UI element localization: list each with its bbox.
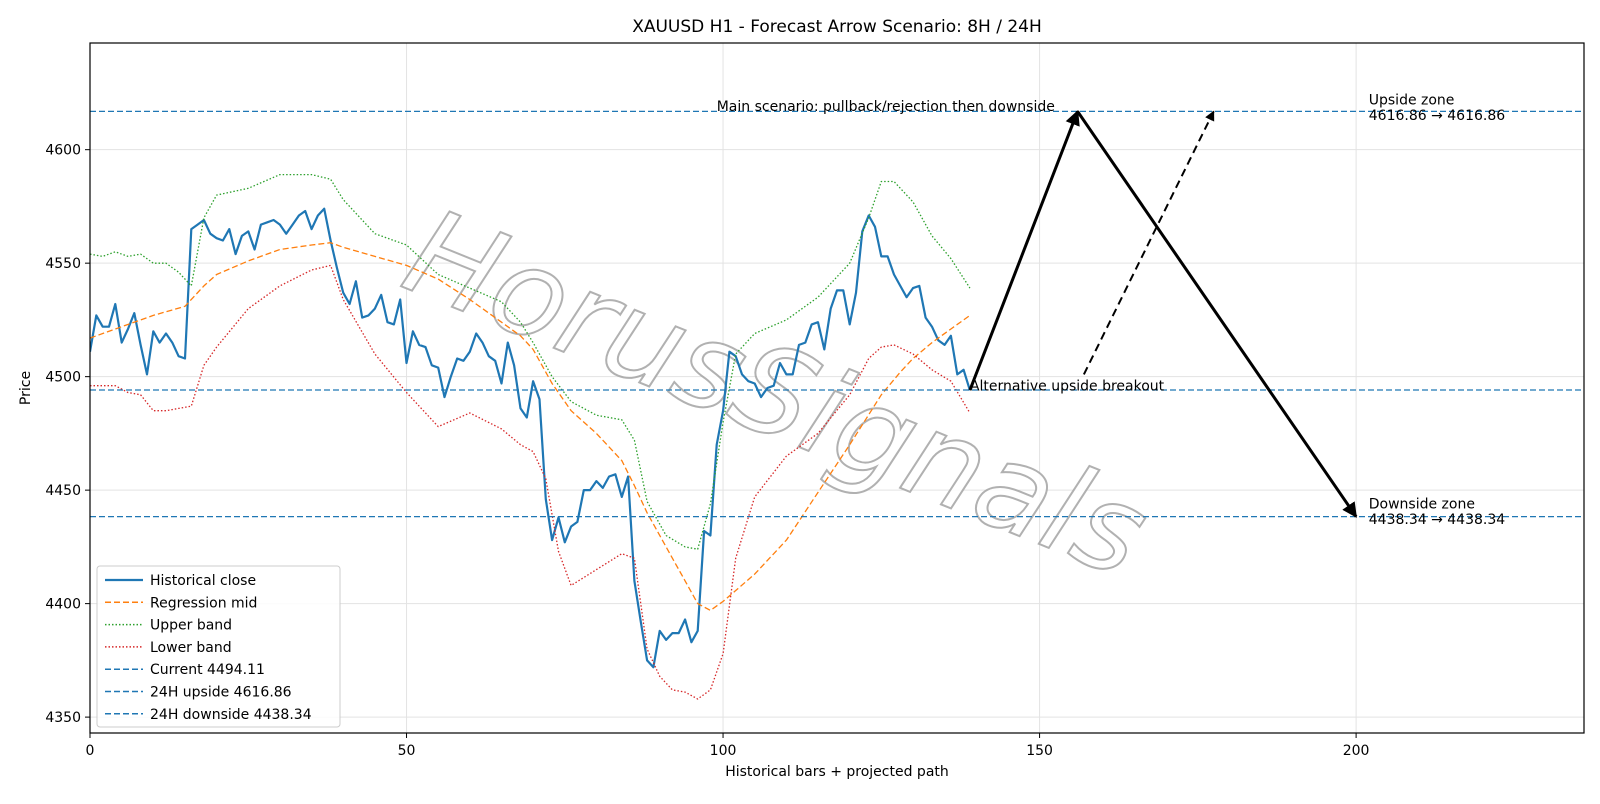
y-tick-label: 4550	[45, 256, 81, 272]
legend-box	[96, 565, 341, 728]
plot-frame	[89, 42, 1585, 734]
projection-arrow-main-scenario-1	[1076, 110, 1358, 518]
legend-label: 24H downside 4438.34	[150, 707, 312, 723]
y-axis-label: Price	[18, 371, 34, 405]
axis-ticks: 0 50 100 150 200 4350 4400 4450 4500 4550 4600	[45, 143, 1369, 759]
legend-label: Regression mid	[150, 595, 257, 611]
y-tick-label: 4350	[45, 710, 81, 726]
series-line-3	[90, 264, 971, 700]
annotations: Main scenario: pullback/rejection then d…	[717, 92, 1506, 528]
x-tick-label: 150	[1026, 743, 1053, 759]
legend-label: Current 4494.11	[150, 662, 265, 678]
annotation-up1: Upside zone	[1369, 92, 1455, 108]
series-line-2	[90, 173, 971, 550]
projection-arrow-alternative-scenario-0	[1082, 110, 1215, 375]
annotation-down1: Downside zone	[1369, 496, 1475, 512]
series-layer	[90, 173, 971, 700]
y-tick-label: 4450	[45, 483, 81, 499]
x-tick-label: 200	[1343, 743, 1370, 759]
legend-label: Lower band	[150, 640, 232, 656]
reference-lines	[90, 110, 1584, 518]
legend-label: Upper band	[150, 618, 232, 634]
legend-label: Historical close	[150, 573, 256, 589]
annotation-alt: Alternative upside breakout	[970, 378, 1165, 394]
grid-lines	[89, 43, 1584, 733]
series-line-0	[90, 207, 971, 669]
legend-label: 24H upside 4616.86	[150, 685, 292, 701]
annotation-main: Main scenario: pullback/rejection then d…	[717, 99, 1055, 115]
chart-title: XAUUSD H1 - Forecast Arrow Scenario: 8H …	[632, 17, 1042, 37]
x-axis-label: Historical bars + projected path	[725, 764, 949, 780]
annotation-up2: 4616.86 → 4616.86	[1369, 108, 1506, 124]
x-tick-label: 0	[86, 743, 95, 759]
projection-arrow-main-scenario-0	[968, 110, 1080, 391]
y-tick-label: 4500	[45, 370, 81, 386]
y-tick-label: 4400	[45, 597, 81, 613]
legend: Historical close Regression mid Upper band…	[96, 565, 341, 728]
annotation-down2: 4438.34 → 4438.34	[1369, 512, 1506, 528]
series-line-1	[90, 242, 971, 612]
x-tick-label: 50	[398, 743, 416, 759]
y-tick-label: 4600	[45, 143, 81, 159]
x-tick-label: 100	[710, 743, 737, 759]
projections	[968, 110, 1358, 518]
